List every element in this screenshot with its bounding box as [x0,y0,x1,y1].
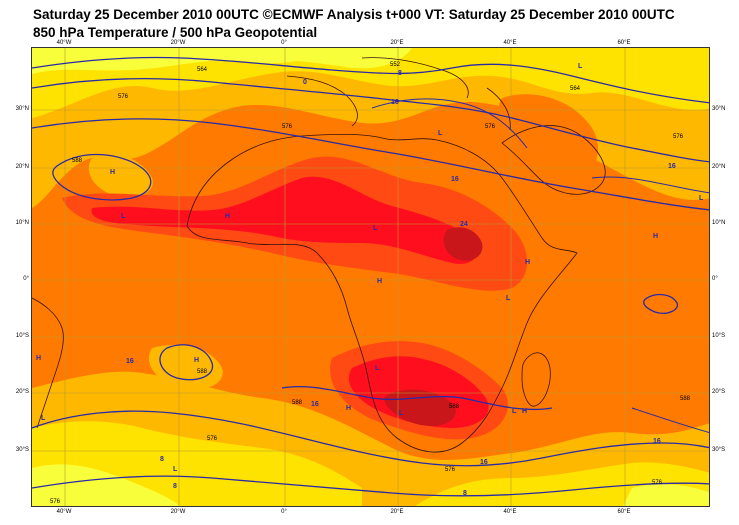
contour-label: 576 [652,480,663,486]
contour-label: 576 [282,124,293,130]
lat-label: 30°S [15,447,29,453]
contour-label: 588 [197,369,208,375]
weather-map: 564 552 576 576 588 588 564 576 588 588 … [31,47,710,507]
temperature-label: 16 [126,358,134,365]
lat-label: 10°S [15,333,29,339]
lat-label: 30°N [15,106,29,112]
temperature-label: 16 [311,401,319,408]
contour-label: 576 [445,467,456,473]
temperature-label: 8 [160,456,164,463]
high-pressure-label: H [346,405,351,412]
low-pressure-label: L [438,130,443,137]
geopotential-labels: 564 552 576 576 588 588 564 576 588 588 … [50,62,691,505]
high-pressure-label: H [653,233,658,240]
high-pressure-label: H [36,355,41,362]
field-hottest-sudan [443,227,483,261]
lon-label: 40°W [56,509,72,515]
lon-label: 60°E [617,509,631,515]
low-pressure-label: L [41,415,46,422]
lon-label: 40°E [503,40,517,46]
low-pressure-label: L [375,365,380,372]
temperature-label: 16 [653,438,661,445]
chart-title-line-2: 850 hPa Temperature / 500 hPa Geopotenti… [33,25,318,40]
low-pressure-label: L [512,408,517,415]
low-pressure-label: L [699,195,704,202]
lon-label: 0° [281,509,287,515]
lon-label: 20°W [170,40,186,46]
lat-label: 20°S [712,389,726,395]
temperature-label: 8 [398,70,402,77]
lon-label: 40°W [56,40,72,46]
temperature-label: 0 [303,79,307,86]
lat-label: 10°S [712,333,726,339]
coast-red-sea [486,87,511,131]
contour-label: 588 [72,158,83,164]
contour-label: 564 [197,67,208,73]
low-pressure-label: L [173,466,178,473]
lat-label: 20°N [15,164,29,170]
weather-map-canvas: 564 552 576 576 588 588 564 576 588 588 … [32,48,709,506]
lon-label: 40°E [503,509,517,515]
contour-label: 576 [50,499,61,505]
lat-label: 20°S [15,389,29,395]
lon-label: 20°W [170,509,186,515]
lat-label: 0° [712,276,718,282]
high-pressure-label: H [110,169,115,176]
field-coldest-north-cap [242,48,412,69]
geopotential-contours [32,56,709,497]
lat-label: 30°S [712,447,726,453]
lon-label: 0° [281,40,287,46]
temperature-label: 16 [391,99,399,106]
field-cool-north [32,48,709,118]
contour-label: 576 [485,124,496,130]
lat-label: 20°N [712,164,726,170]
low-pressure-label: L [399,410,404,417]
high-pressure-label: H [522,408,527,415]
temperature-label: 16 [451,176,459,183]
lat-label: 10°N [712,220,726,226]
graticule [32,48,709,506]
field-warm-arabia [498,94,599,184]
temperature-labels: 0 8 16 16 24 16 16 16 16 16 8 8 8 [126,70,676,497]
contour-label: 588 [680,396,691,402]
lon-label: 20°E [390,40,404,46]
field-coldest-southwest [32,464,180,506]
high-pressure-label: H [377,278,382,285]
temperature-contours [371,98,709,433]
temperature-label: 24 [460,221,468,228]
field-coldest-southeast [623,484,709,506]
coast-iberia [286,75,358,127]
coast-africa [186,133,578,453]
field-mild-stHelena [148,344,223,390]
high-pressure-label: H [525,259,530,266]
contour-label: 588 [449,404,460,410]
lon-label: 20°E [390,509,404,515]
high-pressure-label: H [225,213,230,220]
low-pressure-label: L [578,63,583,70]
temperature-label: 8 [173,483,177,490]
coastlines [32,57,606,453]
contour-label: 576 [673,134,684,140]
contour-label: 576 [207,436,218,442]
contour-label: 576 [118,94,129,100]
coast-madagascar [521,352,551,407]
temperature-label: 16 [480,459,488,466]
chart-title-line-1: Saturday 25 December 2010 00UTC ©ECMWF A… [33,7,675,22]
temperature-label: 8 [463,490,467,497]
lat-label: 0° [23,276,29,282]
lat-label: 30°N [712,106,726,112]
coast-south-america [32,297,64,429]
temperature-label: 16 [668,163,676,170]
lon-label: 60°E [617,40,631,46]
coast-arabia [501,125,606,195]
contour-label: 552 [390,62,401,68]
contour-label: 564 [570,86,581,92]
low-pressure-label: L [506,295,511,302]
lat-label: 10°N [15,220,29,226]
low-pressure-label: L [373,225,378,232]
contour-label: 588 [292,400,303,406]
high-pressure-label: H [194,357,199,364]
pressure-centres: H H H H H H H H H L L L L L L L L L L L [36,63,704,473]
low-pressure-label: L [121,213,126,220]
